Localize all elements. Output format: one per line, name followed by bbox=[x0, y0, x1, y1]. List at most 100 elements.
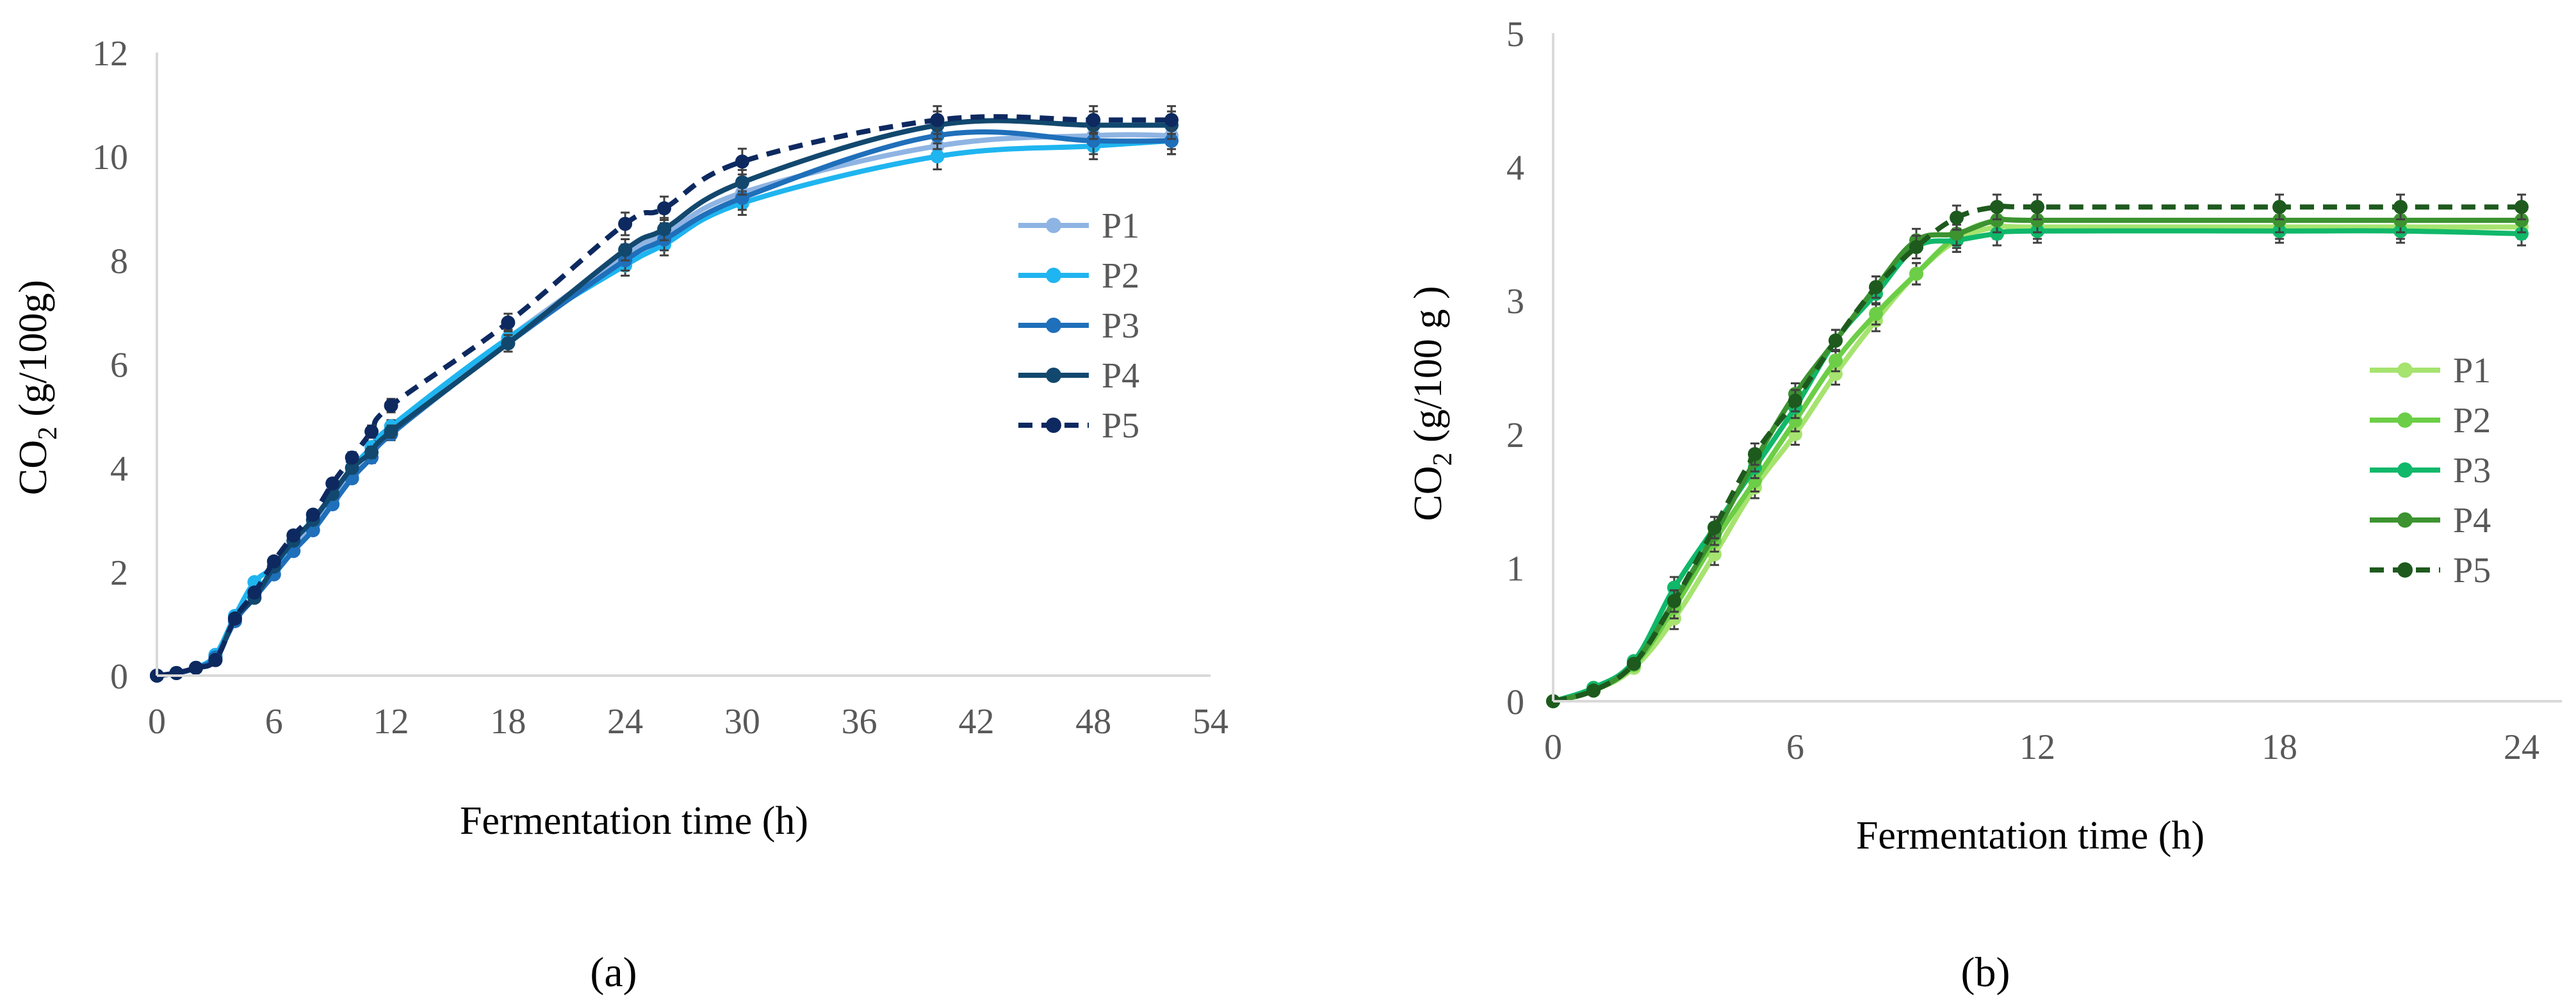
data-point bbox=[1869, 280, 1883, 295]
legend-swatch-marker bbox=[2397, 512, 2413, 528]
data-point bbox=[1164, 133, 1179, 148]
x-tick-label: 30 bbox=[724, 702, 760, 742]
data-point bbox=[1708, 520, 1722, 535]
data-point bbox=[306, 507, 320, 522]
panel-a-data-marks bbox=[150, 105, 1179, 683]
x-tick-label: 12 bbox=[2019, 728, 2055, 767]
legend-item-p4: P4 bbox=[2370, 501, 2491, 541]
data-point bbox=[2272, 213, 2287, 228]
data-point bbox=[384, 424, 398, 439]
data-point bbox=[364, 445, 379, 460]
data-point bbox=[247, 585, 262, 600]
data-point bbox=[1788, 393, 1802, 408]
data-point bbox=[1869, 307, 1883, 321]
legend-item-p3: P3 bbox=[1018, 306, 1139, 346]
panel-a-label: (a) bbox=[590, 949, 637, 996]
data-point bbox=[735, 154, 749, 169]
legend-item-p3: P3 bbox=[2370, 451, 2491, 491]
x-tick-label: 6 bbox=[1786, 728, 1804, 767]
legend-label: P3 bbox=[2453, 451, 2491, 491]
data-point bbox=[657, 201, 672, 216]
series-p3 bbox=[1546, 218, 2529, 708]
series-p4 bbox=[1546, 207, 2529, 708]
legend-swatch-marker bbox=[1046, 368, 1061, 383]
data-point bbox=[227, 611, 242, 626]
series-line-p5 bbox=[1552, 203, 2522, 704]
data-point bbox=[1829, 354, 1843, 368]
data-point bbox=[286, 528, 301, 543]
data-point bbox=[618, 243, 633, 257]
legend-item-p2: P2 bbox=[2370, 401, 2491, 441]
series-line-p1 bbox=[1552, 223, 2522, 704]
data-point bbox=[2393, 213, 2408, 228]
data-point bbox=[384, 398, 398, 413]
legend-swatch-marker bbox=[1046, 318, 1061, 333]
panel-a-x-axis-title: Fermentation time (h) bbox=[460, 799, 808, 843]
series-p5 bbox=[150, 105, 1179, 683]
y-tick-label: 0 bbox=[1506, 683, 1524, 722]
series-p1 bbox=[1546, 214, 2529, 708]
data-point bbox=[501, 315, 516, 330]
data-point bbox=[2515, 213, 2529, 228]
panel-b-y-axis-title-main: CO bbox=[1406, 466, 1450, 521]
data-point bbox=[2515, 200, 2529, 215]
legend-item-p1: P1 bbox=[2370, 351, 2491, 391]
y-tick-label: 0 bbox=[110, 657, 128, 697]
legend-swatch-marker bbox=[2397, 462, 2413, 478]
x-tick-label: 18 bbox=[490, 702, 526, 742]
legend-label: P3 bbox=[1102, 306, 1139, 346]
data-point bbox=[1990, 226, 2004, 241]
data-point bbox=[1667, 594, 1681, 608]
data-point bbox=[1950, 210, 1964, 225]
data-point bbox=[169, 665, 184, 680]
legend-swatch-marker bbox=[1046, 418, 1061, 433]
legend-label: P4 bbox=[1102, 356, 1139, 396]
series-p2 bbox=[1546, 207, 2529, 708]
data-point bbox=[1086, 113, 1101, 127]
data-point bbox=[657, 222, 672, 236]
legend-swatch-marker bbox=[2397, 562, 2413, 578]
data-point bbox=[1990, 200, 2004, 215]
data-point bbox=[2272, 200, 2287, 215]
legend-swatch-marker bbox=[1046, 268, 1061, 283]
y-tick-label: 10 bbox=[92, 138, 128, 177]
y-tick-label: 2 bbox=[1506, 416, 1524, 455]
legend-label: P5 bbox=[1102, 406, 1139, 446]
data-point bbox=[2030, 213, 2044, 228]
series-line-p5 bbox=[156, 114, 1172, 678]
panel-a-y-axis-title-subscript: 2 bbox=[33, 427, 63, 440]
series-line-p4 bbox=[1552, 216, 2522, 704]
x-tick-label: 36 bbox=[842, 702, 877, 742]
legend-label: P4 bbox=[2453, 501, 2491, 541]
panel-b-y-axis-title-subscript: 2 bbox=[1428, 452, 1458, 466]
panel-b-label: (b) bbox=[1961, 949, 2010, 996]
y-tick-label: 5 bbox=[1506, 15, 1524, 54]
data-point bbox=[1909, 240, 1923, 254]
y-tick-label: 4 bbox=[1506, 149, 1524, 188]
x-tick-label: 0 bbox=[148, 702, 166, 742]
y-tick-label: 3 bbox=[1506, 282, 1524, 321]
data-point bbox=[618, 216, 633, 231]
x-tick-label: 24 bbox=[607, 702, 643, 742]
panel-b-x-axis-title: Fermentation time (h) bbox=[1856, 814, 2205, 858]
data-point bbox=[208, 653, 223, 667]
x-tick-label: 6 bbox=[265, 702, 283, 742]
legend-swatch-marker bbox=[1046, 218, 1061, 233]
data-point bbox=[2393, 200, 2408, 215]
series-p5 bbox=[1546, 193, 2529, 708]
panel-a-y-ticks: 0 2 4 6 8 10 12 bbox=[92, 34, 128, 697]
data-point bbox=[1909, 266, 1923, 281]
series-line-p3 bbox=[1552, 228, 2522, 704]
legend-label: P2 bbox=[1102, 256, 1139, 296]
y-tick-label: 12 bbox=[92, 34, 128, 74]
legend-label: P1 bbox=[1102, 206, 1139, 246]
data-point bbox=[1627, 656, 1641, 671]
legend-item-p5: P5 bbox=[2370, 551, 2491, 590]
data-point bbox=[930, 113, 945, 127]
legend-item-p1: P1 bbox=[1018, 206, 1139, 246]
data-point bbox=[345, 450, 359, 465]
data-point bbox=[325, 476, 340, 491]
data-point bbox=[364, 424, 379, 439]
